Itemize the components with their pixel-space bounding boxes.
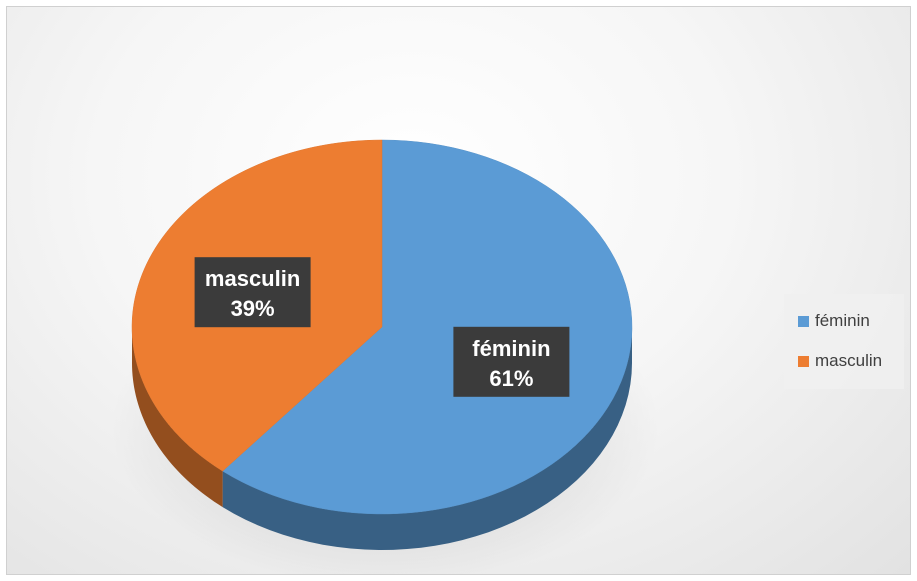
- legend-item-masculin: masculin: [798, 349, 882, 373]
- chart-area: féminin 61% masculin 39% féminin masculin: [6, 6, 911, 575]
- data-label-masculin: masculin 39%: [194, 257, 311, 328]
- pie-chart: féminin 61% masculin 39%: [110, 139, 660, 574]
- slice-side-masculin: [132, 327, 223, 508]
- data-label-box-masculin: [194, 257, 311, 328]
- slice-side-feminin: [222, 327, 632, 550]
- data-label-feminin: féminin 61%: [453, 326, 570, 397]
- data-label-category-feminin: féminin: [472, 336, 550, 361]
- legend-item-feminin: féminin: [798, 309, 870, 333]
- data-label-percent-masculin: 39%: [231, 296, 275, 321]
- data-label-percent-feminin: 61%: [489, 366, 533, 391]
- slice-feminin: [222, 139, 633, 515]
- data-label-box-feminin: [453, 326, 570, 397]
- legend: féminin masculin: [784, 294, 904, 389]
- legend-swatch-masculin: [798, 355, 809, 367]
- data-label-category-masculin: masculin: [205, 266, 300, 291]
- legend-label-masculin: masculin: [815, 351, 883, 370]
- legend-label-feminin: féminin: [815, 311, 870, 330]
- legend-swatch-feminin: [798, 315, 809, 327]
